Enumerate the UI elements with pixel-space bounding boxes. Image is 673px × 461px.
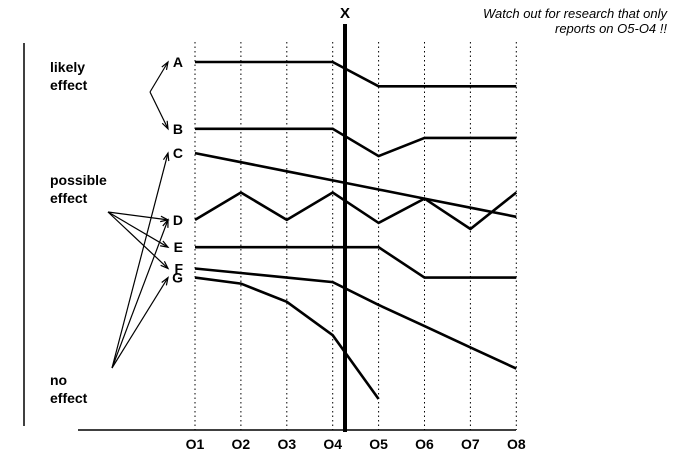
group-1-label-line-1: likely: [50, 59, 85, 75]
arrow-shaft: [111, 219, 169, 369]
observation-label-o8: O8: [507, 436, 526, 452]
warning-note-line-1: Watch out for research that only: [483, 6, 669, 21]
arrow-shaft: [111, 152, 169, 369]
series-c-label: C: [173, 145, 183, 161]
effect-group-labels: likely effect possible effect no effect: [50, 59, 107, 406]
observation-gridlines: [194, 42, 517, 430]
group-2-label-line-1: possible: [50, 172, 107, 188]
series-c-line: [194, 151, 517, 219]
annotation-arrows: [107, 60, 170, 369]
arrow-head-icon: [161, 60, 169, 70]
arrow-3-to-c: [111, 151, 170, 369]
arrow-1-to-b: [149, 91, 169, 131]
arrow-shaft: [107, 211, 169, 269]
group-1-label-line-2: effect: [50, 77, 88, 93]
arrow-2-to-f: [107, 211, 170, 270]
series-d-label: D: [173, 212, 183, 228]
series-lines: [194, 60, 518, 400]
arrow-head-icon: [161, 120, 169, 131]
series-b-label: B: [173, 121, 183, 137]
observation-label-o4: O4: [323, 436, 342, 452]
arrow-shaft: [107, 211, 169, 248]
arrow-3-to-d: [111, 218, 169, 369]
warning-note: Watch out for research that only reports…: [483, 6, 669, 36]
arrow-head-icon: [160, 261, 170, 270]
arrow-shaft: [149, 91, 169, 130]
observation-labels: O1 O2 O3 O4 O5 O6 O7 O8: [186, 436, 526, 452]
arrow-1-to-a: [149, 60, 169, 93]
observation-label-o1: O1: [186, 436, 205, 452]
observation-label-o7: O7: [461, 436, 480, 452]
observation-label-o2: O2: [232, 436, 251, 452]
series-a-label: A: [173, 54, 183, 70]
observation-label-o6: O6: [415, 436, 434, 452]
warning-note-line-2: reports on O5-O4 !!: [555, 21, 667, 36]
series-d-line: [194, 190, 518, 231]
group-3-label-line-1: no: [50, 372, 67, 388]
series-f-line: [194, 267, 517, 370]
arrow-head-icon: [160, 240, 170, 249]
arrow-head-icon: [161, 276, 169, 286]
arrow-shaft: [149, 61, 169, 93]
series-b-line: [195, 127, 517, 158]
series-a-line: [195, 60, 517, 88]
series-g-line: [194, 276, 380, 400]
observation-label-o5: O5: [369, 436, 388, 452]
arrow-head-icon: [162, 151, 170, 162]
arrow-2-to-e: [107, 211, 170, 249]
observation-label-o3: O3: [277, 436, 296, 452]
series-e-line: [195, 245, 517, 279]
arrow-head-icon: [162, 218, 169, 228]
arrow-shaft: [111, 277, 169, 369]
group-2-label-line-2: effect: [50, 190, 88, 206]
arrow-shaft: [107, 211, 169, 221]
series-f-label: F: [174, 260, 183, 276]
arrow-3-to-g: [111, 276, 169, 369]
group-3-label-line-2: effect: [50, 390, 88, 406]
series-g-label: G: [172, 270, 183, 286]
series-e-label: E: [174, 239, 183, 255]
intervention-label: X: [340, 5, 350, 22]
